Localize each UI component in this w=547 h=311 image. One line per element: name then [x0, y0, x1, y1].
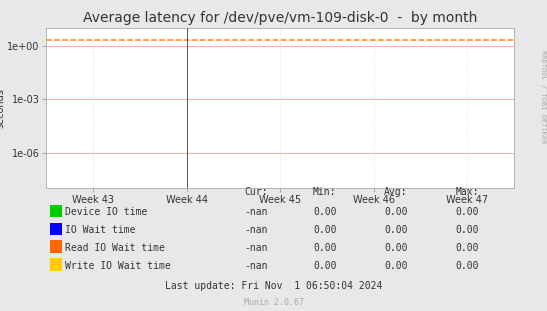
Text: -nan: -nan — [245, 243, 268, 253]
Text: -nan: -nan — [245, 225, 268, 235]
Title: Average latency for /dev/pve/vm-109-disk-0  -  by month: Average latency for /dev/pve/vm-109-disk… — [83, 12, 478, 26]
Text: 0.00: 0.00 — [384, 261, 408, 271]
Text: 0.00: 0.00 — [313, 225, 336, 235]
Text: Max:: Max: — [455, 188, 479, 197]
Text: -nan: -nan — [245, 261, 268, 271]
Text: 0.00: 0.00 — [455, 207, 479, 217]
Text: 0.00: 0.00 — [313, 261, 336, 271]
Text: 0.00: 0.00 — [384, 243, 408, 253]
Text: Write IO Wait time: Write IO Wait time — [65, 261, 170, 271]
Text: 0.00: 0.00 — [455, 243, 479, 253]
Text: Munin 2.0.67: Munin 2.0.67 — [243, 298, 304, 307]
Text: Min:: Min: — [313, 188, 336, 197]
Text: 0.00: 0.00 — [313, 207, 336, 217]
Text: 0.00: 0.00 — [455, 261, 479, 271]
Text: Read IO Wait time: Read IO Wait time — [65, 243, 165, 253]
Text: IO Wait time: IO Wait time — [65, 225, 135, 235]
Text: Device IO time: Device IO time — [65, 207, 147, 217]
Text: Avg:: Avg: — [384, 188, 408, 197]
Text: 0.00: 0.00 — [455, 225, 479, 235]
Text: Last update: Fri Nov  1 06:50:04 2024: Last update: Fri Nov 1 06:50:04 2024 — [165, 281, 382, 291]
Text: 0.00: 0.00 — [384, 225, 408, 235]
Text: 0.00: 0.00 — [384, 207, 408, 217]
Text: RRDTOOL / TOBI OETIKER: RRDTOOL / TOBI OETIKER — [540, 50, 546, 143]
Text: -nan: -nan — [245, 207, 268, 217]
Y-axis label: seconds: seconds — [0, 88, 6, 128]
Text: 0.00: 0.00 — [313, 243, 336, 253]
Text: Cur:: Cur: — [245, 188, 268, 197]
